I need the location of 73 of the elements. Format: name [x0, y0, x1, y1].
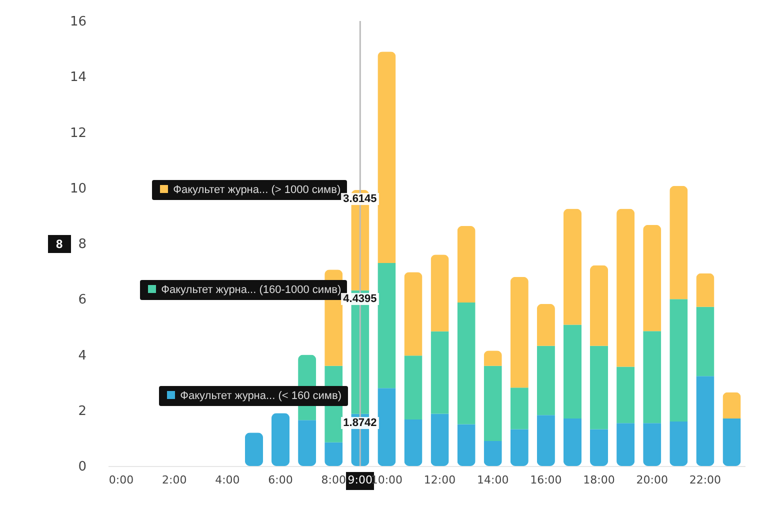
bar: [378, 262, 396, 388]
bar: [563, 418, 582, 466]
bar: [430, 254, 449, 332]
bar: [616, 208, 635, 367]
y-tick-label: 14: [70, 70, 86, 86]
y-tick-label: 10: [70, 181, 86, 196]
y-tick-label: 4: [78, 348, 86, 364]
data-label: 3.6145: [341, 192, 379, 205]
bar: [404, 420, 422, 466]
x-tick-label: 8:00: [321, 474, 346, 486]
bar: [430, 414, 449, 466]
x-tick-label: 22:00: [689, 474, 722, 486]
bar: [722, 392, 741, 418]
y-tick-label: 6: [78, 292, 86, 308]
bar: [510, 429, 528, 466]
bar: [430, 331, 449, 414]
bar: [404, 356, 422, 420]
x-tick-label: 2:00: [162, 474, 187, 486]
bar: [616, 423, 635, 466]
bar: [696, 376, 714, 466]
y-tick-label: 12: [70, 126, 86, 141]
x-tick-label: 6:00: [268, 474, 293, 486]
x-tick-label: 9:00: [348, 474, 372, 486]
x-tick-label: 12:00: [424, 474, 456, 486]
bar: [670, 299, 688, 422]
bar: [244, 432, 264, 466]
bar: [510, 276, 528, 388]
bar: [271, 413, 290, 466]
bar: [536, 346, 555, 416]
y-tick-label: 2: [78, 404, 86, 419]
y-tick-label: 16: [70, 14, 86, 30]
text: 8: [48, 234, 71, 252]
bar: [378, 388, 396, 466]
bar: [696, 306, 714, 376]
y-tick-label: 8: [78, 237, 86, 252]
bar: [484, 440, 502, 466]
bar: [590, 346, 608, 430]
bar: [563, 208, 582, 325]
x-tick-label: 20:00: [636, 474, 668, 486]
bar: [643, 331, 662, 424]
data-label: 4.4395: [341, 293, 379, 306]
bar: [536, 304, 555, 346]
x-tick-label: 14:00: [477, 474, 509, 486]
x-tick-label: 0:00: [108, 474, 134, 486]
x-tick-label: 4:00: [215, 474, 240, 486]
bar: [457, 302, 476, 424]
legend-label: Факультет журна... (160-1000 симв): [160, 284, 342, 296]
bar: [643, 423, 662, 466]
bar: [298, 420, 316, 466]
data-label: 1.8742: [341, 416, 379, 429]
bar: [670, 422, 688, 466]
bar: [643, 224, 662, 332]
bar: [324, 442, 343, 466]
bar: [590, 265, 608, 346]
bar: [457, 424, 476, 466]
bar: [484, 366, 502, 441]
x-tick-label: 16:00: [530, 474, 562, 486]
bar: [404, 272, 422, 356]
bar: [696, 273, 714, 307]
bar: [563, 324, 582, 418]
y-tick-label: 0: [78, 460, 86, 474]
bar: [484, 350, 502, 366]
legend-label: Факультет журна... (> 1000 симв): [172, 184, 341, 196]
x-tick-label: 18:00: [583, 474, 615, 486]
bar: [457, 226, 476, 302]
bar: [536, 415, 555, 466]
bar: [722, 418, 741, 466]
bar: [378, 52, 396, 263]
bar: [510, 388, 528, 430]
bar: [590, 429, 608, 466]
legend-label: Факультет журна... (< 160 симв): [179, 390, 342, 402]
bar: [670, 186, 688, 300]
bar: [616, 366, 635, 424]
